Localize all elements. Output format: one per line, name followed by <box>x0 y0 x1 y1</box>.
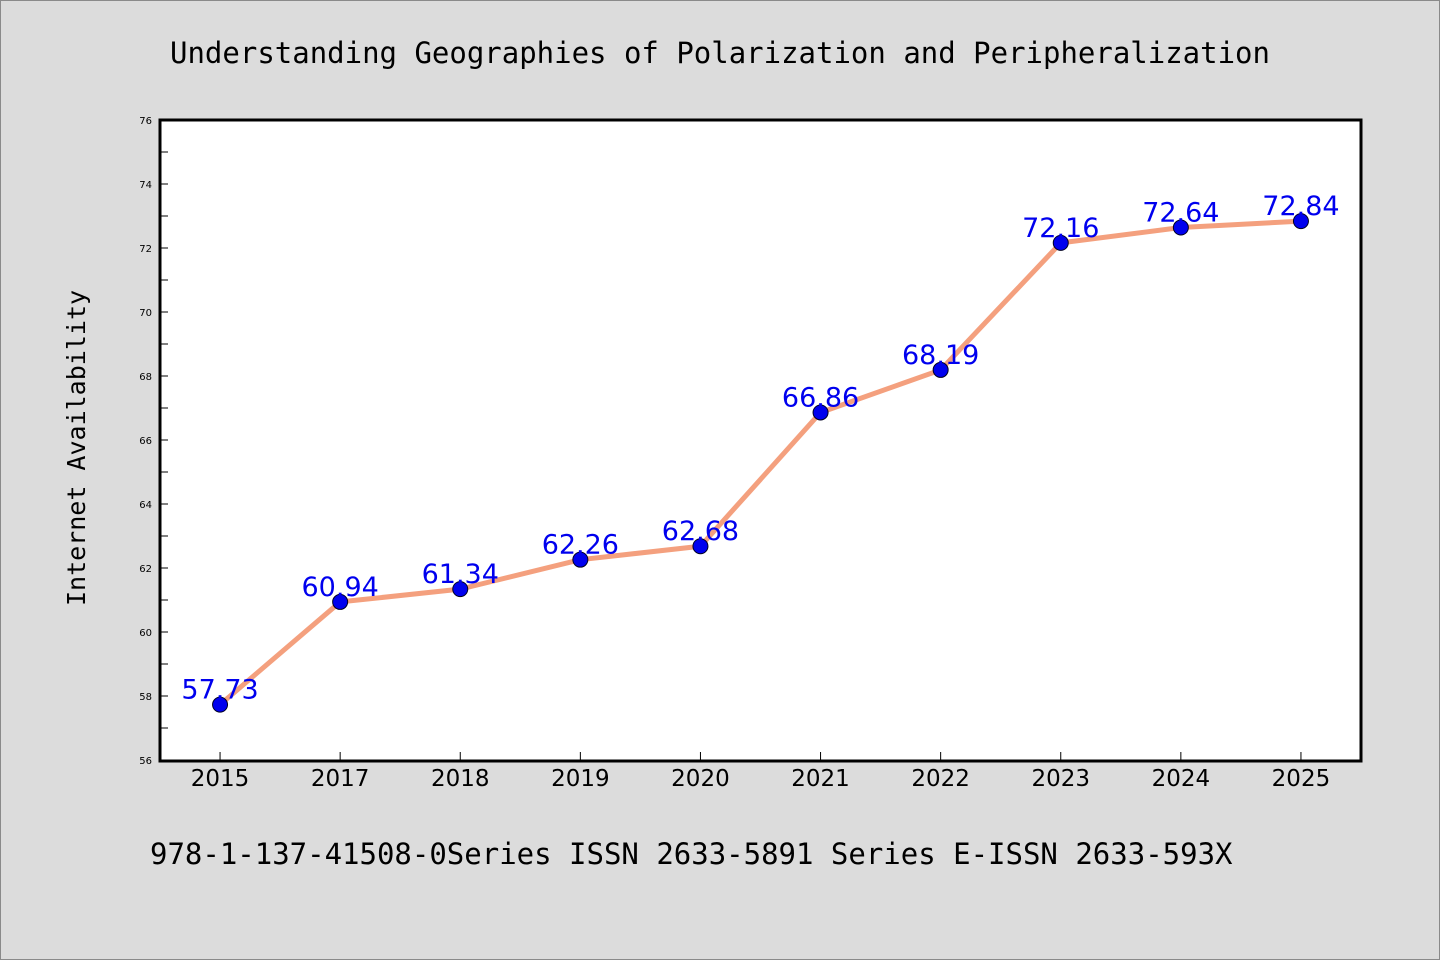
data-point-marker <box>812 404 829 421</box>
markers-group <box>212 213 1309 713</box>
y-tick-label: 72 <box>139 244 152 255</box>
x-tick-label: 2019 <box>551 766 610 792</box>
x-tick-label: 2020 <box>671 766 730 792</box>
y-tick-label: 66 <box>139 436 152 447</box>
y-axis-ticks: 56 58 60 62 64 66 68 70 72 74 76 <box>139 116 168 767</box>
plot-area <box>158 118 1363 763</box>
data-point-marker <box>572 551 589 568</box>
chart-title: Understanding Geographies of Polarizatio… <box>170 36 1270 70</box>
data-point-marker <box>932 361 949 378</box>
data-point-marker <box>332 593 349 610</box>
x-axis-ticks: 2015 2017 2018 2019 2020 2021 2022 2023 2024 2025 <box>191 752 1330 792</box>
data-point-marker <box>692 538 709 555</box>
data-point-marker <box>1052 234 1069 251</box>
x-tick-label: 2018 <box>431 766 490 792</box>
data-label: 72.16 <box>1022 213 1099 244</box>
data-label: 61.34 <box>422 559 499 590</box>
data-point-marker <box>1292 213 1309 230</box>
y-tick-label: 70 <box>139 308 152 319</box>
y-tick-label: 64 <box>139 500 152 511</box>
y-tick-label: 60 <box>139 628 152 639</box>
x-tick-label: 2015 <box>191 766 250 792</box>
data-point-marker <box>212 696 229 713</box>
data-label: 68.19 <box>902 340 979 371</box>
data-label: 62.26 <box>542 530 619 561</box>
data-label: 62.68 <box>662 516 739 547</box>
data-label: 57.73 <box>181 675 258 706</box>
series-line <box>217 218 1304 708</box>
x-tick-label: 2021 <box>791 766 850 792</box>
x-tick-label: 2025 <box>1272 766 1331 792</box>
data-label: 72.84 <box>1262 191 1339 222</box>
y-tick-label: 68 <box>139 372 152 383</box>
y-tick-label: 62 <box>139 564 152 575</box>
data-label: 72.64 <box>1142 198 1219 229</box>
x-tick-label: 2023 <box>1031 766 1090 792</box>
y-tick-label: 76 <box>139 116 152 127</box>
y-tick-label: 74 <box>139 180 152 191</box>
data-label: 66.86 <box>782 382 859 413</box>
y-axis-label: Internet Availability <box>62 290 91 606</box>
data-label: 60.94 <box>302 572 379 603</box>
x-tick-label: 2022 <box>911 766 970 792</box>
y-tick-label: 58 <box>139 692 152 703</box>
x-tick-label: 2017 <box>311 766 370 792</box>
data-point-marker <box>1172 219 1189 236</box>
y-tick-label: 56 <box>139 756 152 767</box>
footer-text: 978-1-137-41508-0Series ISSN 2633-5891 S… <box>150 837 1233 871</box>
data-point-marker <box>452 581 469 598</box>
x-tick-label: 2024 <box>1152 766 1211 792</box>
data-labels-group: 57.73 60.94 61.34 62.26 62.68 66.86 68.19 72.16… <box>181 191 1339 706</box>
series-line-group <box>217 218 1304 708</box>
